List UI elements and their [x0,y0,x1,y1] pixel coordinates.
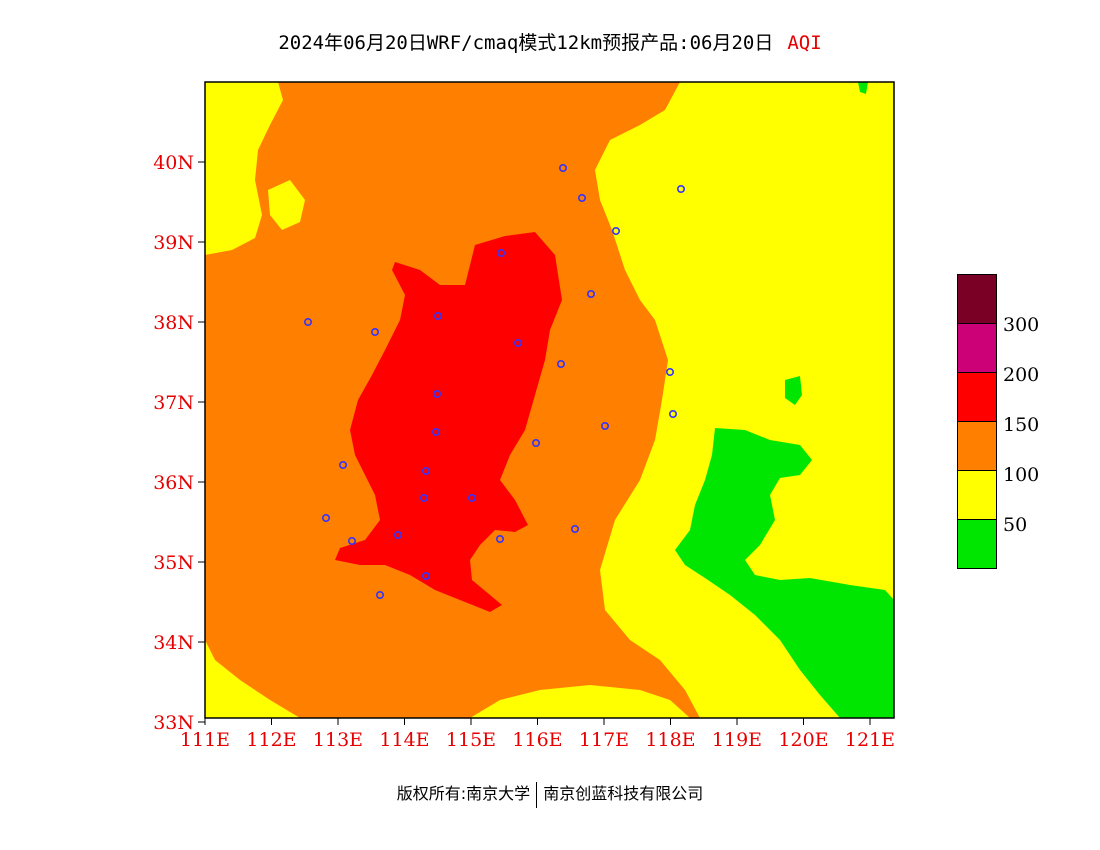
map-frame [204,81,895,719]
city-marker [556,359,565,368]
lat-tick-label: 34N [153,632,194,654]
lon-tick-label: 119E [712,729,762,751]
city-marker [431,427,440,436]
product-label: AQI [787,32,822,54]
title-text: 2024年06月20日WRF/cmaq模式12km预报产品:06月20日 [278,32,774,54]
latitude-axis: 40N 39N 38N 37N 36N 35N 34N 33N [153,152,205,734]
lat-tick-label: 39N [153,232,194,254]
city-marker [467,493,476,502]
zone-yellow-sw [205,640,300,718]
city-marker [570,524,579,533]
lon-tick-label: 114E [379,729,429,751]
aqi-map: 40N 39N 38N 37N 36N 35N 34N 33N 111E 112E 113E 114… [153,81,895,751]
city-marker [432,389,441,398]
legend-label: 200 [1003,364,1040,386]
lon-tick-label: 118E [645,729,695,751]
zone-green [675,428,894,718]
city-marker [303,317,312,326]
city-marker [586,289,595,298]
city-marker [531,438,540,447]
lon-tick-label: 117E [579,729,629,751]
city-marker [496,249,505,258]
lat-tick-label: 38N [153,312,194,334]
legend-swatch [957,421,997,470]
zone-red [335,232,562,612]
aqi-legend: 300 200 150 100 50 [957,274,1039,569]
city-marker [600,421,609,430]
zone-yellow-nw-island [268,180,305,230]
zone-yellow-east [595,82,894,718]
city-marker [347,536,356,545]
lon-tick-label: 112E [246,729,296,751]
zone-green-small [785,376,802,405]
legend-swatch [957,274,997,323]
zone-yellow-nw [205,82,283,255]
map-title: 2024年06月20日WRF/cmaq模式12km预报产品:06月20日 AQI [0,28,1100,55]
city-marker [419,493,428,502]
lon-tick-label: 121E [845,729,895,751]
city-marker [375,590,384,599]
lat-tick-label: 36N [153,472,194,494]
city-marker [558,164,567,173]
city-marker [433,311,442,320]
legend-label: 50 [1003,514,1028,536]
legend-swatch [957,519,997,569]
lon-tick-label: 115E [446,729,496,751]
lon-tick-label: 120E [778,729,828,751]
copyright-footer: 版权所有:南京大学 南京创蓝科技有限公司 [0,780,1100,808]
lon-tick-label: 113E [313,729,363,751]
city-marker [321,513,330,522]
footer-separator [536,781,538,808]
lat-tick-label: 35N [153,552,194,574]
city-marker [668,409,677,418]
city-marker [495,534,504,543]
lon-tick-label: 116E [512,729,562,751]
city-marker [393,530,402,539]
legend-label: 150 [1003,414,1040,436]
lat-tick-label: 40N [153,152,194,174]
city-marker [513,338,522,347]
city-marker [665,367,674,376]
legend-swatch [957,372,997,421]
city-marker [370,327,379,336]
city-marker [676,185,685,194]
city-marker [611,227,620,236]
zone-yellow-s [470,685,690,718]
city-marker [421,571,430,580]
city-marker [421,466,430,475]
city-marker [338,460,347,469]
copyright-left: 版权所有:南京大学 [396,784,531,803]
legend-label: 300 [1003,314,1040,336]
copyright-right: 南京创蓝科技有限公司 [543,784,704,803]
legend-swatch [957,323,997,372]
lat-tick-label: 37N [153,392,194,414]
zone-green-dot [858,82,868,94]
longitude-axis: 111E 112E 113E 114E 115E 116E 117E 118E 119E 120E… [180,718,895,751]
legend-label: 100 [1003,464,1040,486]
legend-swatch [957,470,997,519]
lon-tick-label: 111E [180,729,230,751]
city-marker [577,194,586,203]
lat-tick-label: 33N [153,712,194,734]
